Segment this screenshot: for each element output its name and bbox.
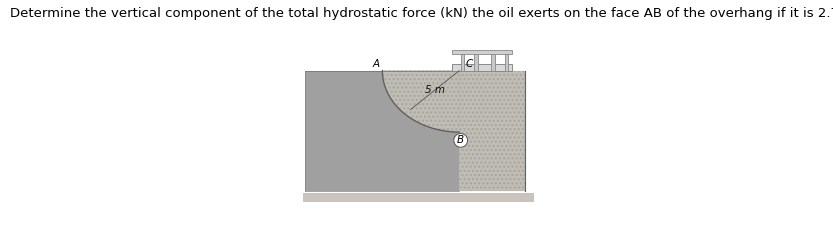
Text: A: A	[372, 59, 380, 69]
Text: B: B	[457, 135, 464, 145]
Text: C: C	[466, 59, 472, 69]
Text: Determine the vertical component of the total hydrostatic force (kN) the oil exe: Determine the vertical component of the …	[10, 7, 833, 20]
Bar	[306, 132, 459, 191]
Bar	[505, 54, 508, 71]
Bar	[452, 50, 511, 54]
Bar	[302, 193, 533, 202]
Bar	[461, 54, 464, 71]
Text: 5 m: 5 m	[425, 85, 445, 95]
Bar	[452, 64, 511, 71]
Bar	[306, 71, 459, 191]
Bar	[459, 71, 526, 191]
Polygon shape	[382, 71, 459, 132]
Bar	[491, 54, 495, 71]
Bar	[475, 54, 478, 71]
Bar	[382, 71, 459, 132]
